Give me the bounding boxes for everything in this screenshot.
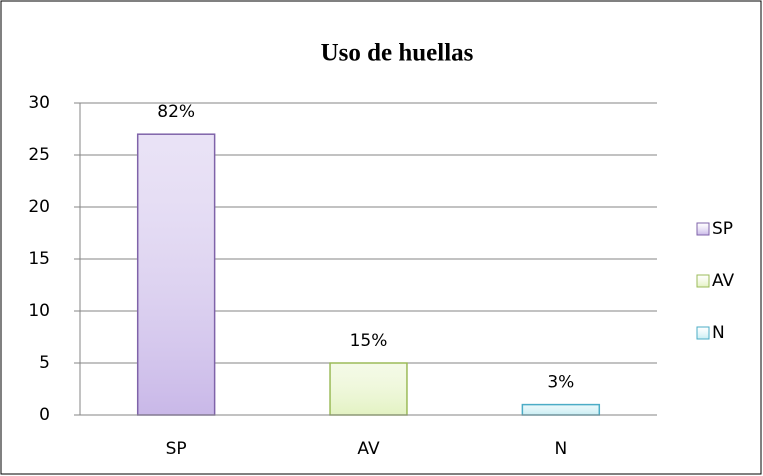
legend-swatch: [696, 222, 710, 236]
value-label: 82%: [157, 102, 195, 122]
legend-swatch: [696, 326, 710, 340]
legend-label: SP: [712, 219, 733, 239]
legend-label: AV: [712, 271, 735, 291]
y-tick-label: 5: [39, 353, 50, 373]
chart-title: Uso de huellas: [321, 40, 474, 67]
x-tick-label: N: [554, 439, 567, 459]
y-tick-label: 15: [28, 249, 50, 269]
bar: [136, 133, 216, 416]
x-tick-label: AV: [357, 439, 380, 459]
legend-label: N: [712, 323, 725, 343]
bar: [521, 403, 601, 416]
y-tick-label: 30: [28, 93, 50, 113]
y-tick-label: 0: [39, 405, 50, 425]
y-tick-label: 25: [28, 145, 50, 165]
bar: [329, 362, 408, 416]
value-label: 3%: [547, 373, 574, 393]
y-tick-label: 10: [28, 301, 50, 321]
legend-swatch: [696, 274, 710, 288]
y-tick-label: 20: [28, 197, 50, 217]
value-label: 15%: [350, 331, 388, 351]
x-tick-label: SP: [166, 439, 187, 459]
